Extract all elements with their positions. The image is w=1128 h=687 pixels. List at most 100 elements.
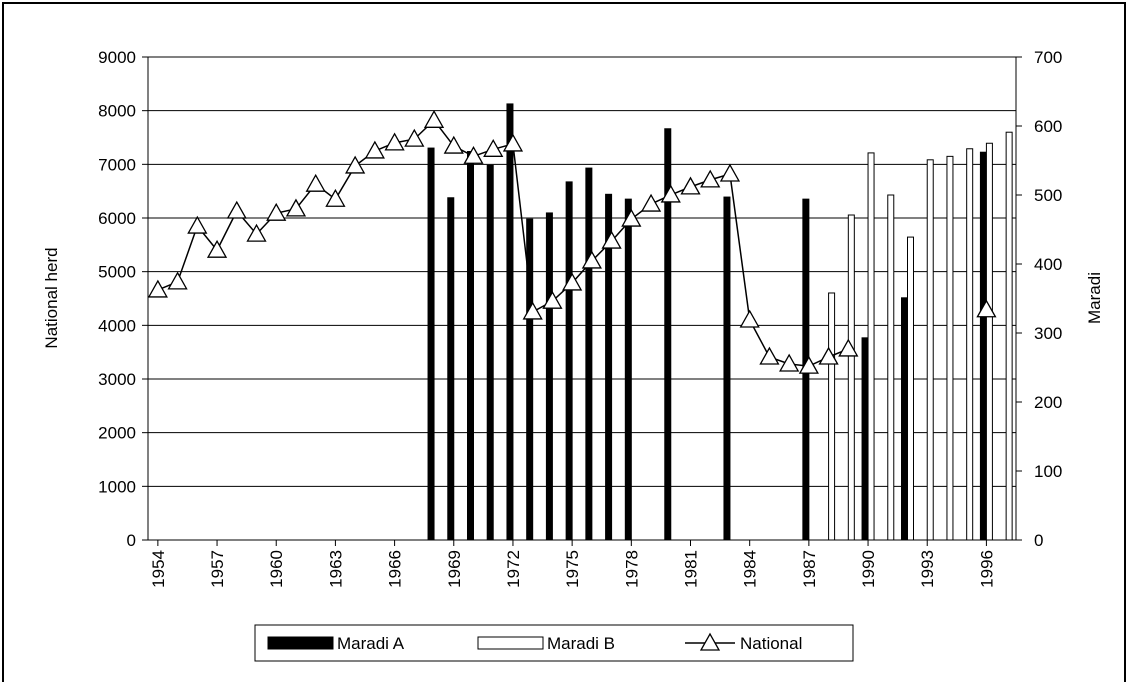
marker [660,184,681,203]
bar [1005,131,1013,541]
marker [246,223,267,242]
bar [447,197,455,541]
marker [305,173,326,192]
marker [680,176,701,195]
marker [384,132,405,151]
x-tick-label: 1996 [977,550,996,588]
marker [700,169,721,188]
marker [601,230,622,249]
y-tick-label: 1000 [98,477,136,496]
marker [443,135,464,154]
bar [979,151,987,541]
bar [926,159,934,541]
marker [719,163,741,182]
x-tick-label: 1984 [741,550,760,588]
marker [483,138,504,157]
marker [206,239,228,258]
y2-tick-label: 0 [1034,531,1043,550]
bar [427,147,435,541]
marker [345,155,366,174]
bar [887,194,895,541]
y2-tick-label: 200 [1034,393,1062,412]
bar [723,196,731,541]
y2-tick-label: 700 [1034,48,1062,67]
y2-tick-label: 600 [1034,117,1062,136]
y-tick-label: 3000 [98,370,136,389]
bar [545,212,553,541]
legend-label: Maradi A [337,634,405,653]
y-tick-label: 0 [127,531,136,550]
x-tick-label: 1963 [326,550,345,588]
marker [818,346,839,365]
x-tick-label: 1987 [800,550,819,588]
x-tick-label: 1966 [386,550,405,588]
y-tick-label: 5000 [98,263,136,282]
bar [966,148,974,541]
y2-tick-label: 300 [1034,324,1062,343]
bar [985,142,993,541]
marker [266,202,287,221]
y2-axis-label: Maradi [1085,272,1104,324]
marker [976,299,997,318]
bar [467,151,474,541]
x-tick-label: 1972 [504,550,523,588]
x-tick-label: 1969 [445,550,464,588]
marker [562,272,583,291]
bar [946,155,954,541]
marker [463,145,484,164]
marker [640,193,662,212]
marker [364,140,385,159]
x-tick-label: 1990 [859,550,878,588]
marker [187,215,208,234]
legend-swatch [477,636,544,650]
x-tick-label: 1975 [563,550,582,588]
marker [838,338,859,357]
marker [502,133,524,152]
y-tick-label: 6000 [98,209,136,228]
legend-label: National [740,634,802,653]
marker [621,208,642,227]
legend-swatch [267,636,334,650]
marker [779,353,800,372]
marker [285,198,307,217]
marker [167,271,188,290]
marker [226,200,247,219]
y-tick-label: 8000 [98,102,136,121]
y-tick-label: 7000 [98,155,136,174]
y-tick-label: 4000 [98,316,136,335]
bar [585,167,593,541]
x-tick-label: 1954 [149,550,168,588]
y2-tick-label: 400 [1034,255,1062,274]
marker [522,301,543,320]
bar [486,164,494,541]
y2-tick-label: 100 [1034,462,1062,481]
legend-marker [699,632,721,651]
marker [147,279,168,298]
y-tick-label: 9000 [98,48,136,67]
bar [861,337,869,541]
legend-label: Maradi B [547,634,615,653]
bar [506,103,514,541]
x-tick-label: 1981 [682,550,701,588]
y2-tick-label: 500 [1034,186,1062,205]
bar [828,292,836,541]
bar [867,152,875,541]
bar [847,214,855,541]
marker [798,355,819,374]
marker [423,110,445,128]
x-tick-label: 1957 [208,550,227,588]
marker [759,346,780,365]
marker [739,309,760,328]
bar [907,236,914,541]
legend-box [254,624,854,662]
marker [581,250,602,269]
bar [624,198,632,541]
x-tick-label: 1960 [267,550,286,588]
y-tick-label: 2000 [98,424,136,443]
bar [901,297,908,541]
y-axis-label: National herd [42,247,61,348]
marker [542,290,563,309]
x-tick-label: 1993 [918,550,937,588]
